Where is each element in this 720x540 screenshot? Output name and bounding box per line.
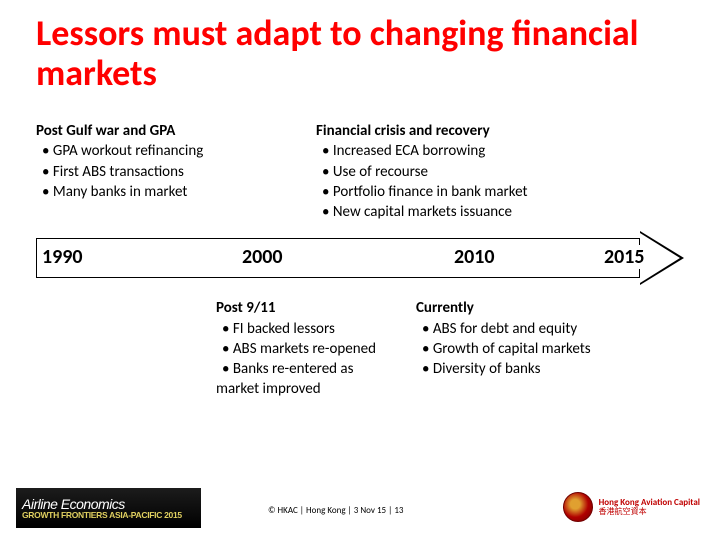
slide-content: Post Gulf war and GPA GPA workout refina… xyxy=(0,101,720,400)
timeline-label-2010: 2010 xyxy=(454,245,495,269)
bullet-item: New capital markets issuance xyxy=(316,202,616,222)
bullet-item: Growth of capital markets xyxy=(416,339,591,359)
hkac-seal-icon xyxy=(563,492,593,522)
bullet-item: ABS for debt and equity xyxy=(416,319,591,339)
logo-left-line2: GROWTH FRONTIERS ASIA-PACIFIC 2015 xyxy=(22,511,195,520)
airline-economics-logo: Airline Economics GROWTH FRONTIERS ASIA-… xyxy=(16,488,201,528)
lower-blocks-row: Post 9/11 FI backed lessors ABS markets … xyxy=(36,298,684,399)
timeline-label-2015: 2015 xyxy=(604,245,645,269)
hkac-logo: Hong Kong Aviation Capital 香港航空資本 xyxy=(563,492,700,522)
block-heading: Post Gulf war and GPA xyxy=(36,121,276,141)
block-currently: Currently ABS for debt and equity Growth… xyxy=(416,298,591,399)
block-heading: Financial crisis and recovery xyxy=(316,121,616,141)
bullet-item: Portfolio finance in bank market xyxy=(316,182,616,202)
bullet-item: Banks re-entered as xyxy=(216,359,376,379)
footer-copyright: © HKAC | Hong Kong | 3 Nov 15 | 13 xyxy=(268,505,403,516)
timeline-label-2000: 2000 xyxy=(242,245,283,269)
bullet-item: First ABS transactions xyxy=(36,162,276,182)
arrow-head-icon xyxy=(640,231,684,285)
timeline-label-1990: 1990 xyxy=(42,245,83,269)
bullet-item: Many banks in market xyxy=(36,182,276,202)
bullet-item: Increased ECA borrowing xyxy=(316,141,616,161)
hkac-logo-zh: 香港航空資本 xyxy=(599,508,700,517)
block-post-911: Post 9/11 FI backed lessors ABS markets … xyxy=(216,298,376,399)
logo-left-line1: Airline Economics xyxy=(22,497,195,511)
hkac-logo-text: Hong Kong Aviation Capital 香港航空資本 xyxy=(599,498,700,517)
bullet-trailing: market improved xyxy=(216,379,376,399)
block-post-gulf-war: Post Gulf war and GPA GPA workout refina… xyxy=(36,121,276,222)
upper-blocks-row: Post Gulf war and GPA GPA workout refina… xyxy=(36,121,684,222)
bullet-item: Use of recourse xyxy=(316,162,616,182)
slide-title: Lessors must adapt to changing financial… xyxy=(0,0,720,101)
bullet-item: ABS markets re-opened xyxy=(216,339,376,359)
bullet-item: FI backed lessors xyxy=(216,319,376,339)
bullet-item: GPA workout refinancing xyxy=(36,141,276,161)
block-heading: Post 9/11 xyxy=(216,298,376,318)
block-financial-crisis: Financial crisis and recovery Increased … xyxy=(316,121,616,222)
block-heading: Currently xyxy=(416,298,591,318)
arrow-body xyxy=(36,238,640,278)
timeline-arrow: 1990 2000 2010 2015 xyxy=(36,232,684,284)
bullet-item: Diversity of banks xyxy=(416,359,591,379)
slide-footer: Airline Economics GROWTH FRONTIERS ASIA-… xyxy=(0,476,720,532)
